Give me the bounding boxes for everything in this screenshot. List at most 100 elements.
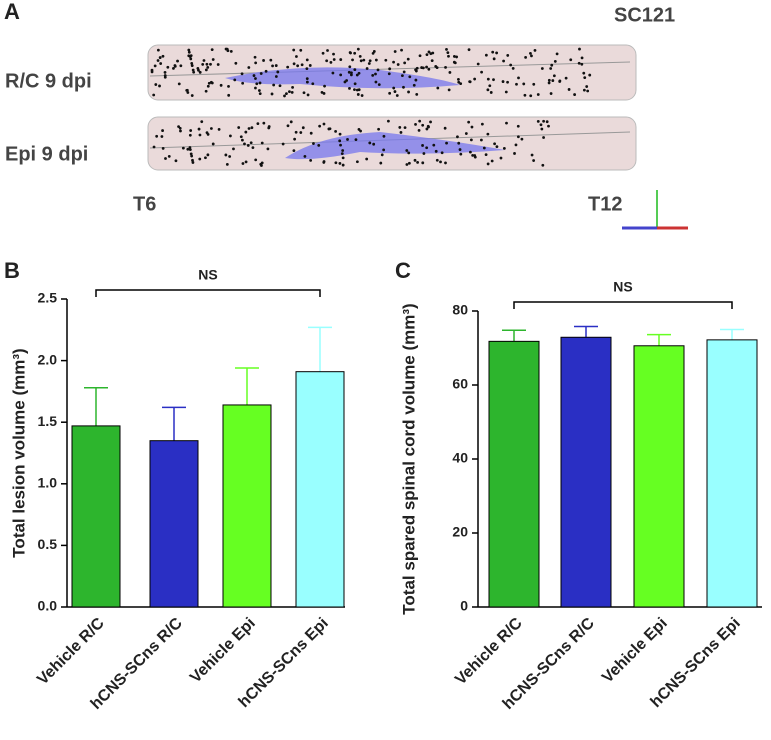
cell-dot <box>229 134 232 138</box>
cell-dot <box>152 145 156 149</box>
y-tick-label: 2.5 <box>38 290 58 306</box>
cell-dot <box>480 122 484 126</box>
annotation: NS <box>198 267 217 283</box>
cell-dot <box>155 134 159 138</box>
cell-dot <box>338 132 342 136</box>
cell-dot <box>334 129 337 133</box>
cell-dot <box>517 76 520 80</box>
bar <box>633 345 685 608</box>
sample-id: SC121 <box>614 4 675 26</box>
cell-dot <box>492 57 496 61</box>
cell-dot <box>228 155 232 158</box>
cell-dot <box>486 132 490 136</box>
cell-dot <box>395 94 399 97</box>
cell-dot <box>511 66 515 70</box>
bar <box>295 371 345 608</box>
cell-dot <box>357 88 361 92</box>
cell-dot <box>539 123 543 127</box>
cell-dot <box>540 127 544 131</box>
cell-dot <box>547 124 550 128</box>
cell-dot <box>530 54 533 58</box>
y-tick-label: 60 <box>452 376 468 392</box>
cell-dot <box>513 152 516 155</box>
cell-dot <box>403 126 407 129</box>
cell-dot <box>259 72 263 75</box>
cell-dot <box>415 92 419 96</box>
cell-dot <box>317 143 321 147</box>
bar <box>149 440 199 608</box>
annotation: NS <box>613 279 632 295</box>
cell-dot <box>484 53 488 57</box>
cell-dot <box>353 82 357 86</box>
cell-dot <box>425 127 429 131</box>
cell-dot <box>202 59 206 62</box>
cell-dot <box>425 65 428 69</box>
cell-dot <box>446 51 450 54</box>
cell-dot <box>267 126 271 130</box>
cell-dot <box>292 62 296 66</box>
cell-dot <box>349 73 353 77</box>
cell-dot <box>189 129 193 132</box>
cell-dot <box>467 120 471 124</box>
cell-dot <box>422 152 426 155</box>
cell-dot <box>206 84 210 88</box>
cell-dot <box>204 156 207 160</box>
cell-dot <box>292 48 296 52</box>
cell-dot <box>533 48 537 52</box>
cell-dot <box>551 79 555 82</box>
cell-dot <box>299 48 303 52</box>
cell-dot <box>237 126 241 129</box>
cell-dot <box>393 50 397 53</box>
cell-dot <box>188 146 192 149</box>
cell-dot <box>253 55 257 59</box>
cell-dot <box>371 73 375 77</box>
bar <box>71 425 121 608</box>
cell-dot <box>582 88 586 92</box>
cell-dot <box>506 54 510 57</box>
y-tick-label: 1.5 <box>38 413 58 429</box>
cell-dot <box>232 147 235 151</box>
cell-dot <box>420 66 424 69</box>
cell-dot <box>542 136 545 139</box>
cell-dot <box>305 67 309 71</box>
cell-dot <box>190 64 194 67</box>
cell-dot <box>499 156 503 160</box>
cell-dot <box>181 146 185 150</box>
cell-dot <box>418 119 422 123</box>
cell-dot <box>367 62 371 65</box>
cell-dot <box>291 85 294 89</box>
cell-dot <box>400 74 404 78</box>
cell-dot <box>427 50 431 54</box>
y-tick-label: 0.5 <box>38 536 58 552</box>
cell-dot <box>536 93 540 96</box>
cell-dot <box>452 55 456 58</box>
cell-dot <box>412 83 416 87</box>
cell-dot <box>274 75 278 78</box>
cell-dot <box>176 59 179 63</box>
cell-dot <box>150 68 154 72</box>
cell-dot <box>201 63 205 66</box>
cell-dot <box>152 93 156 97</box>
cell-dot <box>522 82 526 86</box>
cell-dot <box>286 65 290 69</box>
cell-dot <box>153 64 157 68</box>
cell-dot <box>425 146 429 150</box>
cell-dot <box>294 130 298 134</box>
cell-dot <box>445 141 448 145</box>
cell-dot <box>458 148 462 151</box>
cell-dot <box>217 127 221 131</box>
y-tick-label: 20 <box>452 524 468 540</box>
cell-dot <box>447 54 450 58</box>
cell-dot <box>530 153 534 157</box>
cell-dot <box>492 78 495 82</box>
cell-dot <box>486 88 490 92</box>
cell-dot <box>374 72 377 76</box>
cell-dot <box>327 127 331 131</box>
cell-dot <box>547 78 551 82</box>
cell-dot <box>580 62 584 66</box>
cell-dot <box>432 143 436 147</box>
cell-dot <box>406 57 410 61</box>
cell-dot <box>417 128 421 132</box>
cell-dot <box>154 83 158 86</box>
